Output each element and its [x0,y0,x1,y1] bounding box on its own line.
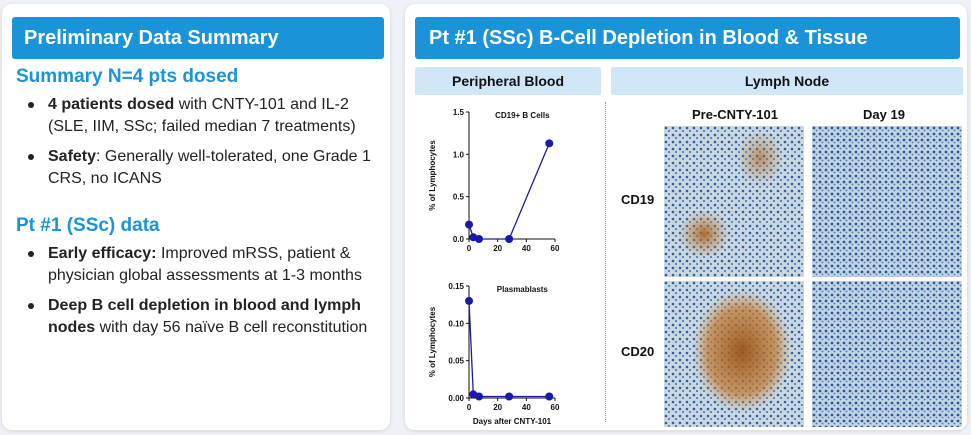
bullet-dot [28,154,34,160]
y-axis-label: % of Lymphocytes [428,140,437,211]
bullet-text: with day 56 naïve B cell reconstitution [95,319,368,336]
bullet-bold-text: Early efficacy: [48,245,157,262]
bullet-dot [28,251,34,257]
x-tick-label: 60 [551,403,560,412]
data-point [505,392,514,401]
section-title-pt1: Pt #1 (SSc) data [16,215,160,236]
x-tick-label: 40 [522,244,531,253]
cd19-day19-image [812,126,962,277]
summary-banner: Preliminary Data Summary [12,17,384,59]
x-tick-label: 20 [493,244,502,253]
panel-divider [605,102,606,422]
data-point [465,296,473,305]
series-line [468,143,550,240]
cd19-pre-image [664,126,804,277]
x-tick-label: 0 [467,403,472,412]
chart-title: Plasmablasts [497,285,549,294]
x-tick-label: 0 [467,244,472,253]
cd20-pre-image [664,281,804,427]
y-tick-label: 0.10 [448,319,464,328]
summary-bullet-list: 4 patients dosed with CNTY-101 and IL-2 … [14,94,384,198]
bullet-bold-text: Safety [48,148,97,165]
bullet-bold-text: Deep B cell depletion in blood and lymph… [48,297,361,336]
bullet-text: Improved mRSS, patient & physician globa… [48,245,362,284]
y-axis-label: % of Lymphocytes [428,306,437,377]
y-tick-label: 0.0 [453,235,465,244]
y-tick-label: 1.0 [453,150,465,159]
row-cd19-label: CD19 [621,192,655,207]
bullet-bold-text: 4 patients dosed [48,96,175,113]
chart-title: CD19+ B Cells [495,111,550,120]
bullet-dot [28,102,34,108]
row-cd20-label: CD20 [621,344,655,359]
cd19-chart: 0.0 0.5 1.0 1.5 0 20 40 60 CD19+ B Cells % of Lym… [428,108,560,253]
peripheral-blood-header: Peripheral Blood [415,67,601,95]
depletion-banner: Pt #1 (SSc) B-Cell Depletion in Blood & … [415,17,960,59]
summary-bullet-0: 4 patients dosed with CNTY-101 and IL-2 … [14,94,384,138]
depletion-card: Pt #1 (SSc) B-Cell Depletion in Blood & … [405,4,967,430]
x-tick-label: 60 [551,244,560,253]
data-point [545,139,554,148]
pt1-bullet-0: Early efficacy: Improved mRSS, patient &… [14,243,384,287]
y-tick-label: 0.05 [448,357,464,366]
bullet-text: : Generally well-tolerated, one Grade 1 … [48,148,371,187]
x-axis-label: Days after CNTY-101 [473,417,552,426]
col-pre-label: Pre-CNTY-101 [692,107,778,122]
series-line [468,300,550,398]
y-tick-label: 1.5 [453,108,465,117]
pt1-bullet-list: Early efficacy: Improved mRSS, patient &… [14,243,384,347]
bullet-dot [28,303,34,309]
section-title-summary: Summary N=4 pts dosed [16,66,239,87]
y-tick-label: 0.15 [448,282,464,291]
data-point [475,235,484,243]
x-tick-label: 40 [522,403,531,412]
bullet-text: with CNTY-101 and IL-2 (SLE, IIM, SSc; f… [48,96,356,135]
cd20-day19-image [812,281,962,427]
y-tick-label: 0.00 [448,394,464,403]
x-tick-label: 20 [493,403,502,412]
plasmablast-chart: 0.00 0.05 0.10 0.15 0 20 40 60 Plasmablasts % of … [428,282,560,426]
data-point [545,392,554,401]
col-day19-label: Day 19 [863,107,905,122]
data-point [505,235,514,243]
summary-bullet-1: Safety: Generally well-tolerated, one Gr… [14,146,384,190]
y-tick-label: 0.5 [453,193,465,202]
data-point [465,220,473,229]
summary-card: Preliminary Data Summary Summary N=4 pts… [2,4,390,430]
pt1-bullet-1: Deep B cell depletion in blood and lymph… [14,295,384,339]
lymph-node-header: Lymph Node [611,67,963,95]
data-point [475,392,484,401]
